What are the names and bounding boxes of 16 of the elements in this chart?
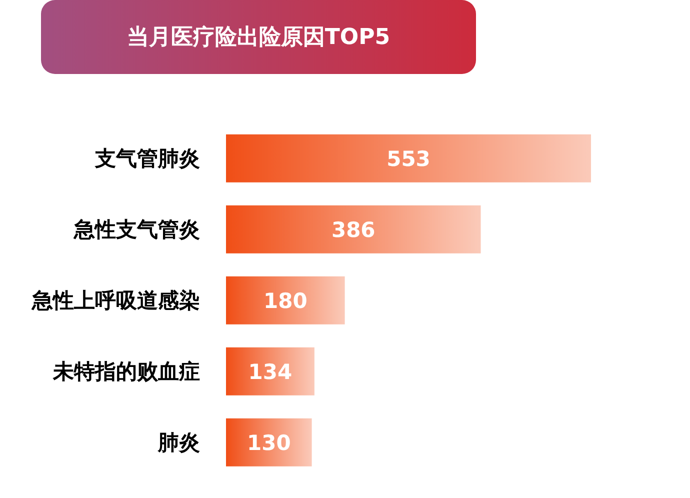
data-label: 553 xyxy=(386,146,430,171)
data-label: 130 xyxy=(246,430,291,455)
y-tick-label: 急性支气管炎 xyxy=(73,218,200,242)
bar xyxy=(226,134,591,182)
y-tick-label: 支气管肺炎 xyxy=(94,146,200,170)
chart-title: 当月医疗险出险原因TOP5 xyxy=(126,24,390,52)
data-label: 134 xyxy=(248,360,292,384)
y-tick-label: 急性上呼吸道感染 xyxy=(31,288,200,312)
data-label: 386 xyxy=(331,218,376,242)
data-label: 180 xyxy=(263,288,308,313)
bar xyxy=(226,205,481,254)
bar xyxy=(226,276,345,324)
bar xyxy=(226,418,312,466)
bar xyxy=(226,347,314,396)
y-tick-label: 未特指的败血症 xyxy=(52,360,200,384)
y-tick-label: 肺炎 xyxy=(157,430,200,454)
